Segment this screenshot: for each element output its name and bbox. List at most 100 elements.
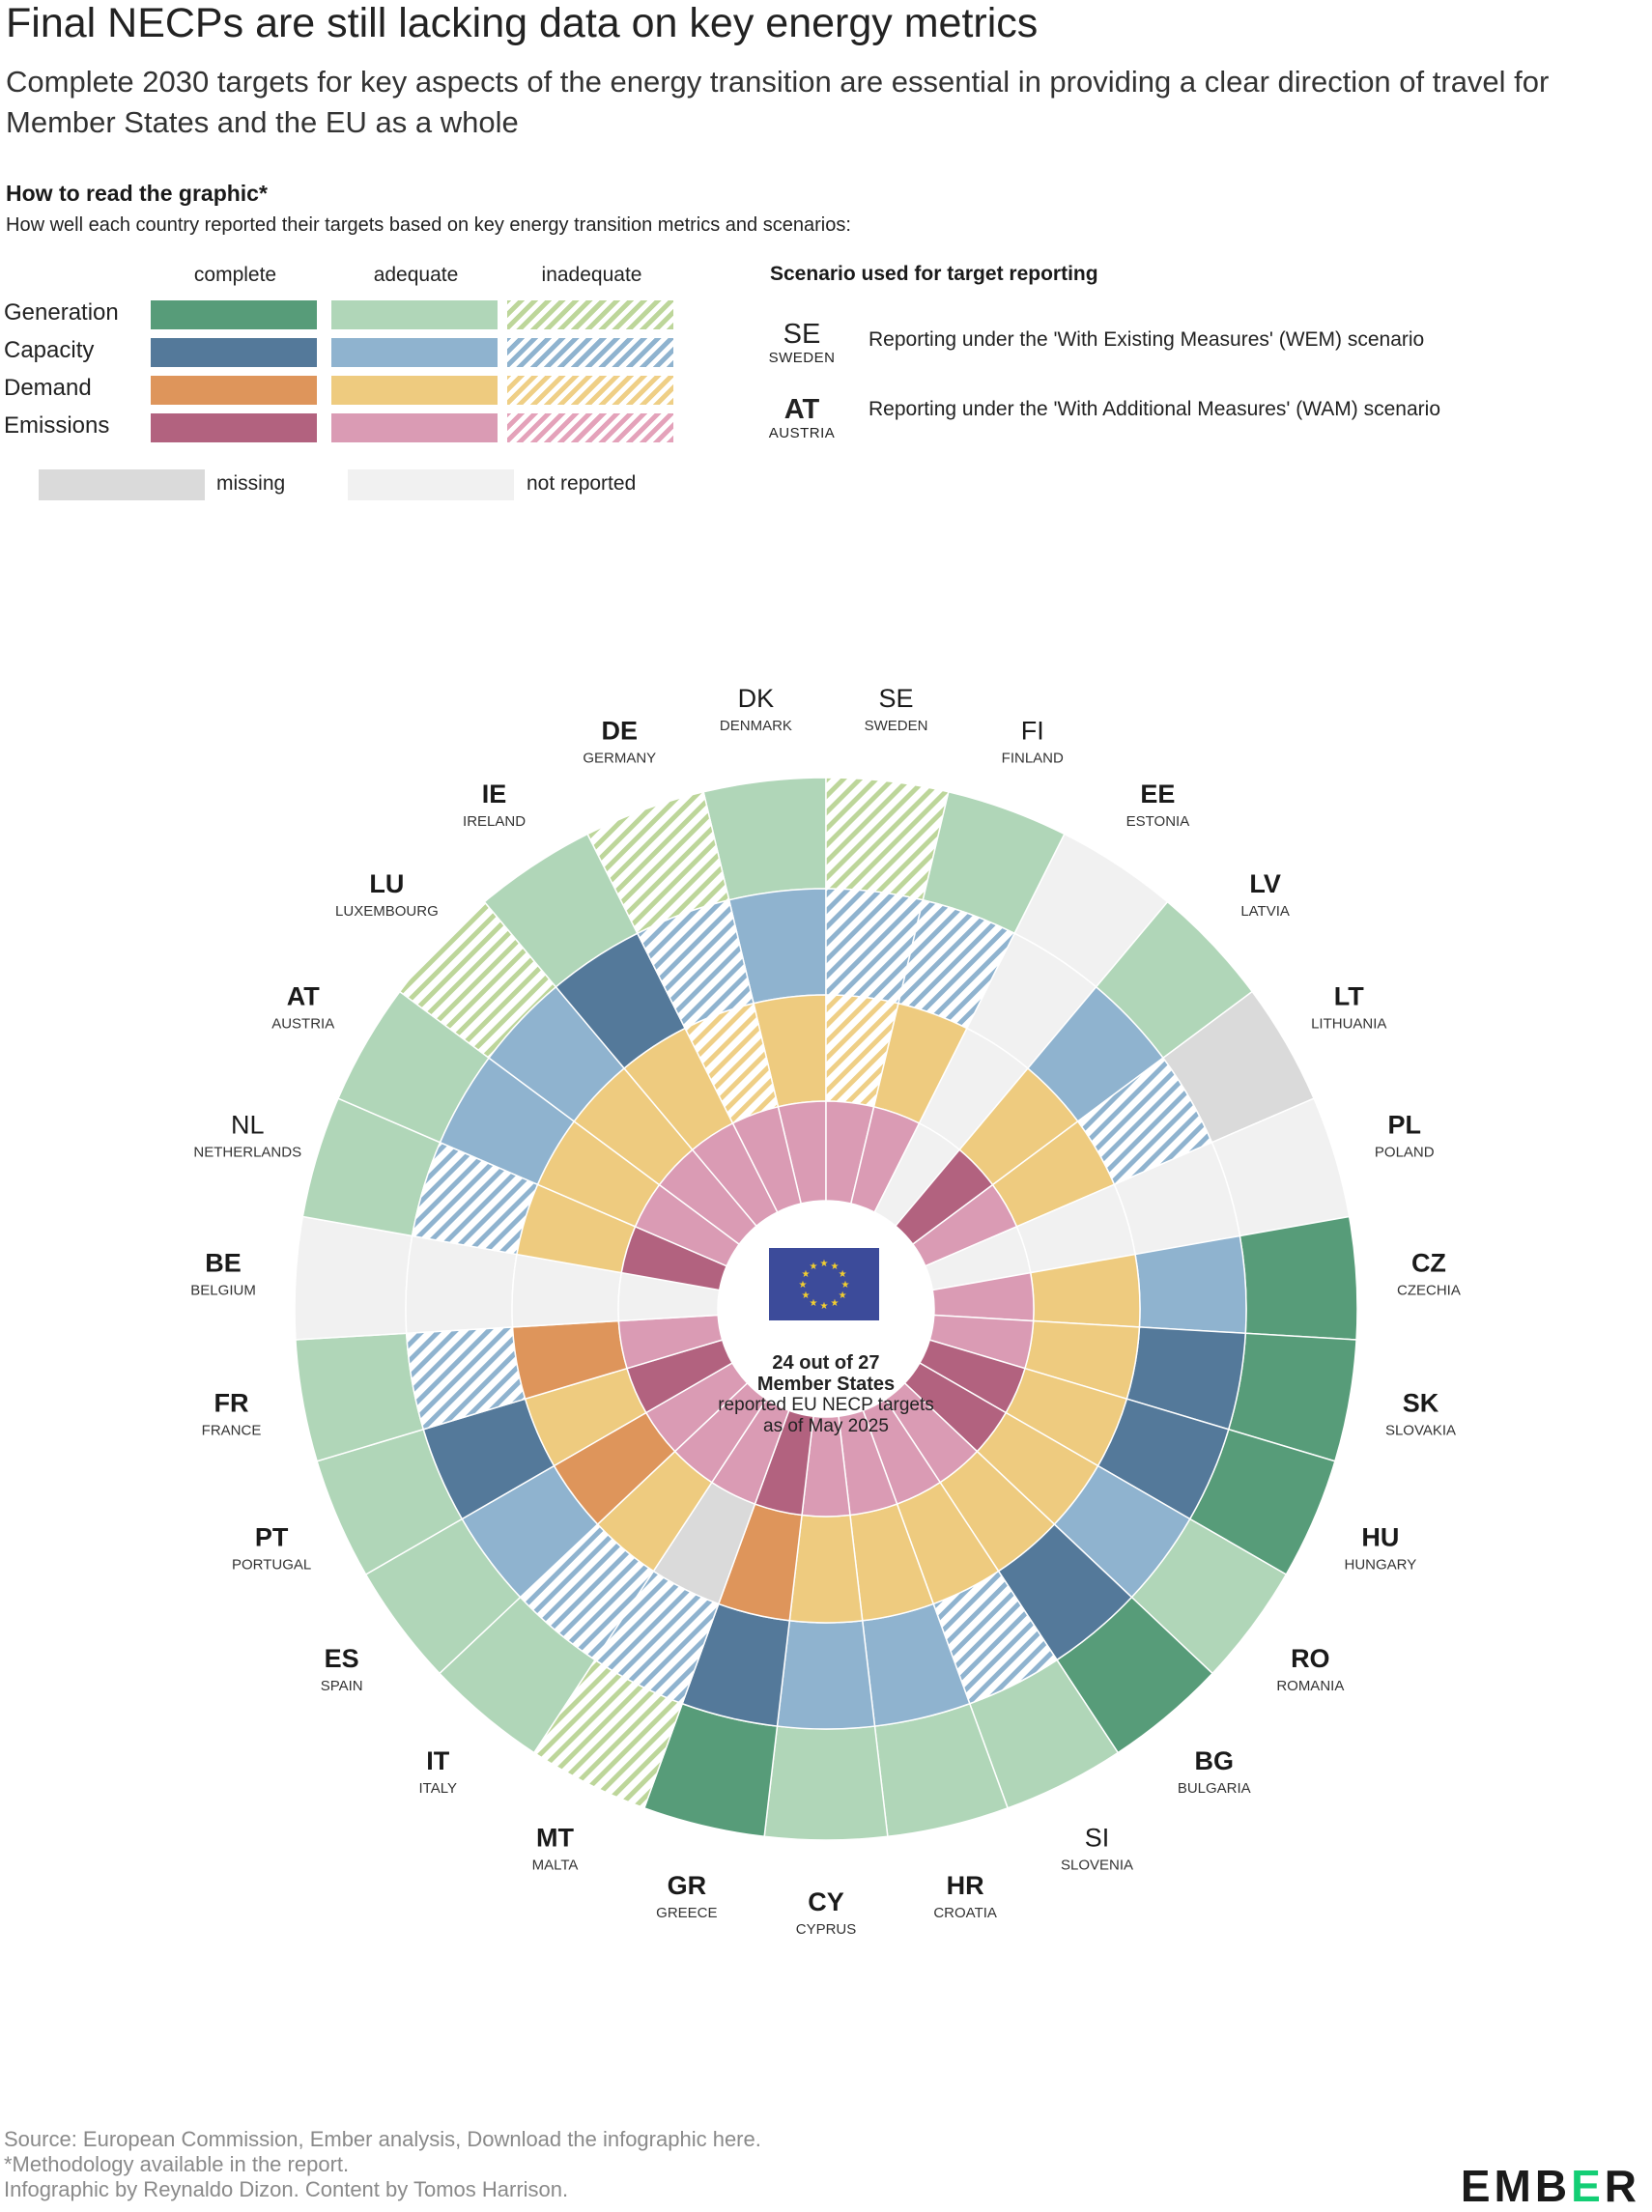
legend-swatch-demand-inadequate: [507, 376, 673, 405]
country-name-lt: LITHUANIA: [1311, 1016, 1386, 1033]
country-code-cy: CY: [808, 1887, 844, 1916]
eu-star-icon: ★: [820, 1259, 829, 1269]
footer-methodology: *Methodology available in the report.: [4, 2152, 350, 2176]
country-name-se: SWEDEN: [865, 718, 928, 734]
country-name-be: BELGIUM: [190, 1283, 256, 1299]
eu-star-icon: ★: [799, 1280, 808, 1290]
legend-not-reported-label: not reported: [527, 472, 637, 495]
eu-star-icon: ★: [810, 1262, 818, 1272]
country-name-hr: CROATIA: [933, 1905, 997, 1921]
legend-col-adequate: adequate: [373, 264, 459, 286]
center-line1: 24 out of 27: [772, 1352, 880, 1374]
legend-swatch-capacity-adequate: [331, 338, 498, 367]
country-name-bg: BULGARIA: [1178, 1780, 1251, 1797]
scenario-wam-country: AUSTRIA: [768, 425, 836, 441]
eu-star-icon: ★: [831, 1298, 840, 1309]
country-name-ee: ESTONIA: [1126, 813, 1190, 830]
country-code-cz: CZ: [1411, 1249, 1446, 1278]
country-code-hu: HU: [1361, 1523, 1399, 1552]
country-name-fr: FRANCE: [202, 1423, 262, 1439]
country-name-ie: IRELAND: [463, 813, 526, 830]
country-name-dk: DENMARK: [720, 718, 792, 734]
scenario-wam-example: AT AUSTRIA: [754, 394, 850, 441]
scenario-wem-code: SE: [783, 319, 821, 350]
country-code-es: ES: [325, 1644, 359, 1673]
legend-missing-swatch: [39, 469, 205, 500]
legend-swatch-generation-complete: [151, 300, 317, 329]
country-code-lt: LT: [1334, 982, 1364, 1011]
country-code-bg: BG: [1194, 1746, 1234, 1775]
chart-rings: [294, 777, 1358, 1841]
country-name-fi: FINLAND: [1002, 751, 1064, 767]
scenario-wem-example: SE SWEDEN: [754, 319, 850, 366]
segment-be-generation: [294, 1215, 413, 1341]
legend-swatch-demand-complete: [151, 376, 317, 405]
ember-logo: EMBER: [1460, 2161, 1640, 2211]
page-title: Final NECPs are still lacking data on ke…: [6, 0, 1039, 46]
center-line4: as of May 2025: [763, 1416, 889, 1436]
country-name-cz: CZECHIA: [1397, 1283, 1461, 1299]
country-code-fi: FI: [1021, 717, 1044, 746]
center-line3: reported EU NECP targets: [718, 1395, 934, 1415]
country-code-gr: GR: [668, 1871, 707, 1900]
eu-star-icon: ★: [801, 1290, 810, 1301]
legend-swatch-emissions-complete: [151, 413, 317, 442]
scenario-wam-code: AT: [783, 394, 820, 425]
country-name-at: AUSTRIA: [271, 1016, 334, 1033]
eu-star-icon: ★: [841, 1280, 850, 1290]
center-summary: 24 out of 27 Member States reported EU N…: [633, 1352, 1019, 1437]
legend-not-reported-swatch: [348, 469, 514, 500]
legend-swatch-generation-inadequate: [507, 300, 673, 329]
segment-cy-capacity: [776, 1619, 876, 1730]
segment-cy-generation: [763, 1725, 889, 1841]
country-code-dk: DK: [738, 684, 775, 713]
country-code-ie: IE: [482, 780, 507, 808]
eu-star-icon: ★: [839, 1290, 847, 1301]
country-code-at: AT: [287, 982, 320, 1011]
legend-swatch-capacity-inadequate: [507, 338, 673, 367]
scenario-wem-country: SWEDEN: [768, 350, 836, 366]
center-line2: Member States: [756, 1374, 896, 1395]
country-name-mt: MALTA: [532, 1858, 579, 1874]
country-code-it: IT: [426, 1746, 450, 1775]
howto-title: How to read the graphic*: [6, 181, 268, 206]
country-code-be: BE: [205, 1249, 242, 1278]
legend-swatch-capacity-complete: [151, 338, 317, 367]
country-name-nl: NETHERLANDS: [193, 1145, 301, 1161]
radial-chart: DK DENMARK SE SWEDEN FI FINLAND EE ESTONIA LV LAT…: [190, 684, 1461, 1938]
country-name-sk: SLOVAKIA: [1385, 1423, 1456, 1439]
legend-col-inadequate: inadequate: [541, 264, 642, 286]
legend-missing-label: missing: [216, 472, 286, 495]
country-code-se: SE: [879, 684, 914, 713]
legend-col-complete: complete: [193, 264, 277, 286]
legend-row-emissions: Emissions: [4, 412, 110, 439]
legend-row-demand: Demand: [4, 375, 92, 401]
country-code-sk: SK: [1403, 1389, 1439, 1418]
legend-row-generation: Generation: [4, 299, 119, 326]
scenario-wam-desc: Reporting under the 'With Additional Mea…: [869, 398, 1440, 420]
scenario-title: Scenario used for target reporting: [770, 263, 1098, 285]
country-name-pl: POLAND: [1375, 1145, 1435, 1161]
eu-star-icon: ★: [810, 1298, 818, 1309]
country-name-gr: GREECE: [656, 1905, 717, 1921]
country-code-nl: NL: [231, 1111, 265, 1140]
eu-star-icon: ★: [801, 1269, 810, 1280]
chart-country-labels: DK DENMARK SE SWEDEN FI FINLAND EE ESTONIA LV LAT…: [190, 684, 1461, 1938]
country-name-ro: ROMANIA: [1276, 1678, 1344, 1694]
footer-credit: Infographic by Reynaldo Dizon. Content b…: [4, 2177, 569, 2201]
country-name-it: ITALY: [419, 1780, 457, 1797]
country-name-hu: HUNGARY: [1345, 1557, 1417, 1574]
country-name-cy: CYPRUS: [796, 1921, 857, 1938]
country-code-ee: EE: [1140, 780, 1175, 808]
country-code-de: DE: [601, 717, 638, 746]
country-name-es: SPAIN: [321, 1678, 363, 1694]
legend-swatch-demand-adequate: [331, 376, 498, 405]
segment-cz-generation: [1239, 1215, 1358, 1341]
country-name-de: GERMANY: [583, 751, 656, 767]
country-name-lu: LUXEMBOURG: [335, 903, 439, 920]
country-name-si: SLOVENIA: [1061, 1858, 1133, 1874]
country-code-fr: FR: [214, 1389, 248, 1418]
country-code-ro: RO: [1291, 1644, 1330, 1673]
howto-description: How well each country reported their tar…: [6, 214, 851, 236]
country-code-hr: HR: [947, 1871, 984, 1900]
